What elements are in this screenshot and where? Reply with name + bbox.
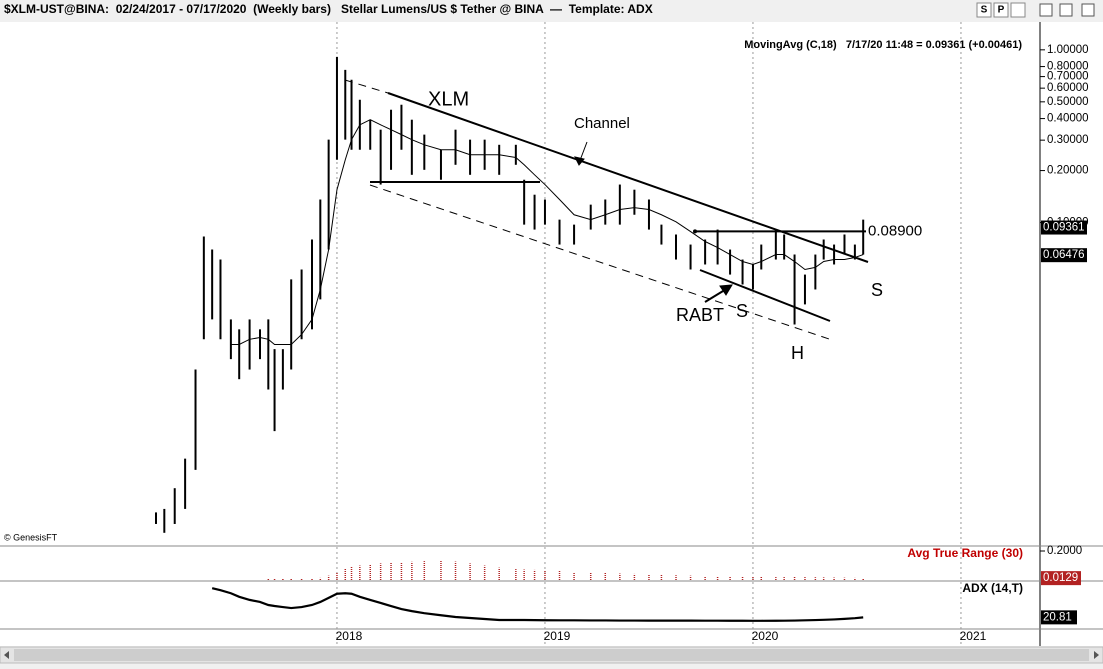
plot-bg: [0, 22, 1040, 646]
rabt-line: [699, 269, 831, 322]
close-tab-button[interactable]: [1010, 2, 1026, 18]
y-tick-label: 0.60000: [1047, 82, 1089, 94]
arrowhead: [719, 284, 733, 296]
x-tick-label: 2021: [960, 629, 987, 643]
arrowhead: [574, 156, 585, 166]
annotation: H: [791, 343, 804, 363]
annotation: S: [871, 280, 883, 300]
level-label: 0.08900: [868, 222, 922, 239]
y-tick-label: 0.30000: [1047, 134, 1089, 146]
p-button-label: P: [998, 5, 1005, 16]
grid: [336, 22, 962, 646]
adx-label: ADX (14,T): [962, 581, 1023, 595]
value-box-label: 0.06476: [1043, 249, 1085, 261]
max-button[interactable]: [1059, 3, 1073, 17]
value-box: [1041, 610, 1077, 625]
y-tick-label: 1.00000: [1047, 44, 1089, 56]
scroll-left[interactable]: [4, 651, 9, 659]
y-tick-label: 0.50000: [1047, 96, 1089, 108]
s-button-label: S: [981, 5, 988, 16]
value-box: [1041, 571, 1081, 586]
trendlines: [344, 79, 869, 341]
value-box-label: 0.0129: [1043, 572, 1078, 584]
credit: © GenesisFT: [4, 532, 58, 542]
p-button[interactable]: [993, 2, 1009, 18]
y-tick-label: 0.70000: [1047, 71, 1089, 83]
value-box: [1041, 220, 1087, 235]
title-buttons: S P: [976, 2, 1095, 18]
atr-tick-label: 0.2000: [1047, 545, 1082, 557]
header-stat: MovingAvg (C,18) 7/17/20 11:48 = 0.09361…: [744, 39, 1022, 51]
x-tick-label: 2018: [336, 629, 363, 643]
annotation: RABT: [676, 305, 724, 325]
marks: 2018 2019 2020 2021 1.00000 0.800000.700000.6…: [155, 44, 1089, 643]
close-button[interactable]: [1081, 3, 1095, 17]
min-button[interactable]: [1039, 3, 1053, 17]
scroll-thumb[interactable]: [14, 649, 1089, 661]
x-tick-label: 2020: [752, 629, 779, 643]
level-dot: [693, 229, 697, 234]
value-box: [1041, 248, 1087, 263]
annotation: Channel: [574, 115, 630, 132]
annotation: S: [736, 301, 748, 321]
y-tick-label: 0.40000: [1047, 113, 1089, 125]
y-tick-label: 0.20000: [1047, 165, 1089, 177]
annotation: XLM: [428, 88, 469, 110]
value-box-label: 0.09361: [1043, 222, 1085, 234]
y-tick-label: 0.80000: [1047, 61, 1089, 73]
channel-top: [387, 92, 869, 263]
x-tick-label: 2019: [544, 629, 571, 643]
window-title: $XLM-UST@BINA: 02/24/2017 - 07/17/2020 (…: [4, 2, 653, 16]
scroll-right[interactable]: [1094, 651, 1099, 659]
s-button[interactable]: [976, 2, 992, 18]
atr-label: Avg True Range (30): [907, 546, 1023, 560]
value-box-label: 20.81: [1043, 611, 1072, 623]
moving-avg: [230, 119, 864, 345]
axis-bg: [1040, 22, 1103, 646]
adx-line: [211, 587, 864, 622]
channel-bottom: [369, 184, 833, 341]
